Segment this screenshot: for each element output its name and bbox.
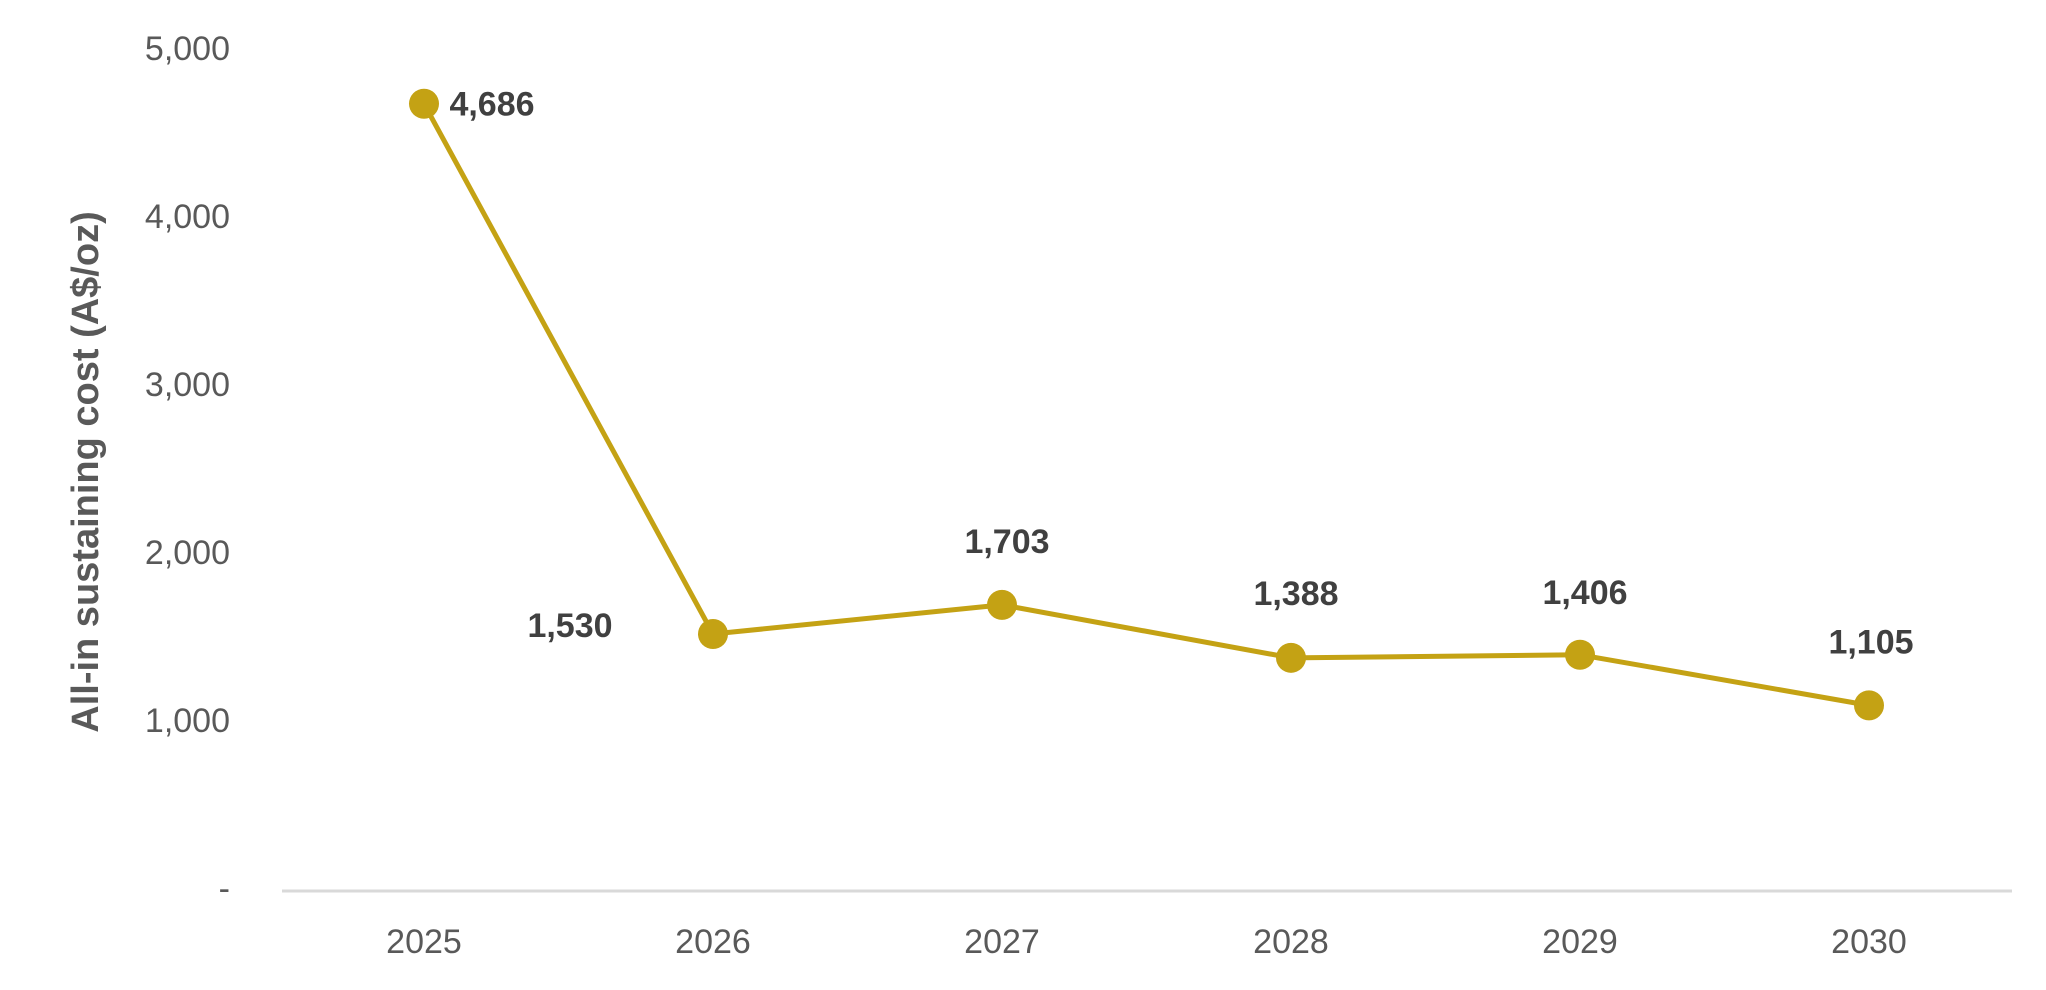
y-tick-label: 3,000 [145,366,230,404]
x-tick-label: 2026 [675,923,751,961]
data-labels: 4,686 1,530 1,703 1,388 1,406 1,105 [449,86,1913,662]
data-label: 1,530 [527,607,612,645]
series-line [421,101,1872,708]
data-markers [409,88,1884,721]
data-point [987,589,1017,620]
x-tick-label: 2028 [1253,923,1329,961]
y-axis-ticks: - 1,000 2,000 3,000 4,000 5,000 [145,30,230,908]
x-tick-label: 2025 [386,923,462,961]
x-tick-label: 2027 [964,923,1040,961]
x-tick-label: 2030 [1831,923,1907,961]
y-tick-label: 4,000 [145,198,230,236]
data-point [1276,642,1306,673]
x-axis-ticks: 2025 2026 2027 2028 2029 2030 [386,923,1907,961]
y-tick-label: 5,000 [145,30,230,68]
y-tick-label: 2,000 [145,534,230,572]
y-axis-title: All-in sustaining cost (A$/oz) [65,211,107,732]
data-label: 1,105 [1828,623,1913,661]
data-point [1565,639,1595,670]
y-axis-title-group: All-in sustaining cost (A$/oz) [65,211,107,732]
data-point [698,618,728,649]
x-tick-label: 2029 [1542,923,1618,961]
data-label: 1,388 [1253,575,1338,613]
data-label: 1,406 [1542,574,1627,612]
data-point [409,88,439,119]
data-label: 4,686 [449,86,534,124]
data-label: 1,703 [964,523,1049,561]
y-tick-label: - [219,870,230,908]
data-point [1854,690,1884,721]
y-tick-label: 1,000 [145,702,230,740]
